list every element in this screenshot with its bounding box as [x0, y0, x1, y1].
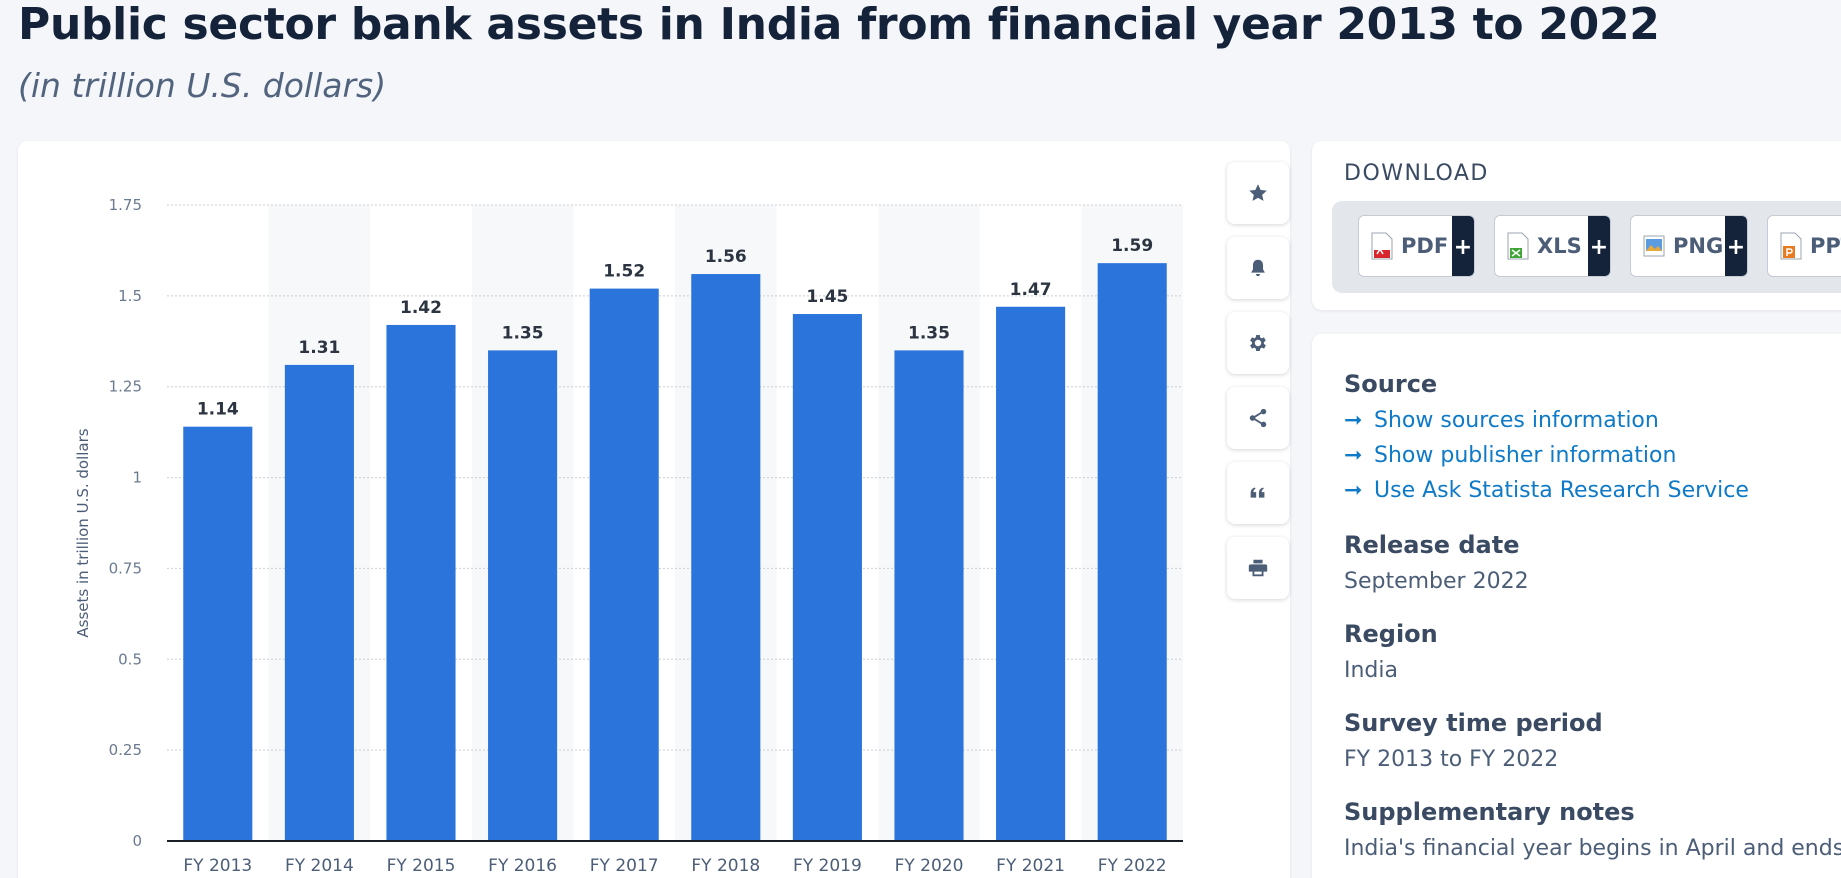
pdf-file-icon — [1371, 232, 1393, 260]
arrow-right-icon: ➞ — [1344, 443, 1363, 468]
download-pdf-label: PDF — [1401, 234, 1449, 258]
download-pdf-button[interactable]: PDF + — [1358, 215, 1475, 277]
download-png-button[interactable]: PNG + — [1630, 215, 1748, 277]
chart-card: 0 0.25 0.5 0.75 1 1.25 1.5 1.75 Assets in trilli… — [18, 141, 1290, 878]
bar — [284, 364, 354, 841]
bar-value-label: 1.56 — [705, 247, 747, 267]
cite-button[interactable] — [1227, 462, 1289, 524]
download-xls-plus: + — [1588, 216, 1610, 276]
print-icon — [1248, 559, 1268, 577]
download-png-label: PNG — [1673, 234, 1724, 258]
bar-value-label: 1.35 — [908, 323, 950, 343]
survey-period-heading: Survey time period — [1344, 709, 1603, 737]
bar-value-label: 1.52 — [603, 262, 645, 282]
bar-value-label: 1.14 — [197, 400, 239, 420]
ask-statista-label: Use Ask Statista Research Service — [1374, 478, 1749, 503]
download-ppt-label: PPT — [1810, 234, 1841, 258]
bar-value-label: 1.35 — [502, 323, 544, 343]
bar-chart: 0 0.25 0.5 0.75 1 1.25 1.5 1.75 Assets in trilli… — [74, 196, 1183, 876]
bar-value-label: 1.47 — [1010, 280, 1052, 300]
bar-value-label: 1.31 — [298, 338, 340, 358]
download-pdf-plus: + — [1452, 216, 1474, 276]
arrow-right-icon: ➞ — [1344, 408, 1363, 433]
bar — [589, 288, 659, 841]
ask-statista-link[interactable]: ➞ Use Ask Statista Research Service — [1344, 478, 1749, 503]
download-bar: PDF + XLS + PNG + PPT + — [1332, 201, 1841, 293]
png-file-icon — [1643, 235, 1665, 257]
x-tick-label: FY 2013 — [183, 856, 252, 876]
show-sources-label: Show sources information — [1374, 408, 1659, 433]
x-tick-label: FY 2018 — [691, 856, 760, 876]
bar-value-label: 1.42 — [400, 298, 442, 318]
y-tick-label: 1.75 — [109, 196, 142, 214]
xls-file-icon — [1507, 232, 1529, 260]
print-button[interactable] — [1227, 537, 1289, 599]
y-tick-label: 0 — [132, 832, 142, 850]
statistic-info-panel: Source ➞ Show sources information ➞ Show p… — [1312, 334, 1841, 878]
page-title: Public sector bank assets in India from … — [18, 0, 1660, 50]
bar-value-label: 1.45 — [806, 287, 848, 307]
bar — [386, 324, 456, 842]
download-xls-label: XLS — [1537, 234, 1582, 258]
share-button[interactable] — [1227, 387, 1289, 449]
bar — [183, 426, 253, 841]
x-tick-label: FY 2016 — [488, 856, 557, 876]
bar — [894, 350, 964, 841]
download-png-plus: + — [1725, 216, 1747, 276]
bar — [488, 350, 558, 841]
download-panel: DOWNLOAD PDF + XLS + PNG + PPT + — [1312, 141, 1841, 310]
y-tick-label: 1 — [132, 469, 142, 487]
download-ppt-button[interactable]: PPT + — [1767, 215, 1841, 277]
x-tick-label: FY 2015 — [387, 856, 456, 876]
quote-icon — [1250, 487, 1265, 498]
show-publisher-link[interactable]: ➞ Show publisher information — [1344, 443, 1676, 468]
y-tick-label: 1.25 — [109, 378, 142, 396]
release-date-heading: Release date — [1344, 531, 1520, 559]
release-date-value: September 2022 — [1344, 569, 1529, 594]
notification-button[interactable] — [1227, 237, 1289, 299]
show-publisher-label: Show publisher information — [1374, 443, 1677, 468]
bar — [1097, 263, 1167, 841]
survey-period-value: FY 2013 to FY 2022 — [1344, 747, 1559, 772]
supplementary-notes-value: India's financial year begins in April a… — [1344, 836, 1841, 861]
y-tick-label: 0.25 — [109, 741, 142, 759]
bar-value-label: 1.59 — [1111, 236, 1153, 256]
arrow-right-icon: ➞ — [1344, 478, 1363, 503]
region-heading: Region — [1344, 620, 1438, 648]
bar — [996, 306, 1066, 841]
region-value: India — [1344, 658, 1398, 683]
x-tick-label: FY 2017 — [590, 856, 659, 876]
x-tick-label: FY 2021 — [996, 856, 1065, 876]
x-tick-label: FY 2019 — [793, 856, 862, 876]
settings-button[interactable] — [1227, 312, 1289, 374]
y-tick-label: 0.75 — [109, 559, 142, 577]
gear-icon — [1250, 335, 1266, 351]
bar — [691, 274, 761, 842]
source-heading: Source — [1344, 370, 1438, 398]
ppt-file-icon — [1780, 232, 1802, 260]
x-tick-label: FY 2014 — [285, 856, 354, 876]
page-subtitle: (in trillion U.S. dollars) — [18, 66, 387, 105]
y-tick-label: 0.5 — [118, 650, 142, 668]
y-tick-label: 1.5 — [118, 287, 142, 305]
bell-icon — [1251, 259, 1265, 277]
x-tick-label: FY 2020 — [895, 856, 964, 876]
share-icon — [1249, 408, 1267, 428]
show-sources-link[interactable]: ➞ Show sources information — [1344, 408, 1659, 433]
bar — [792, 314, 862, 841]
download-xls-button[interactable]: XLS + — [1494, 215, 1611, 277]
download-title: DOWNLOAD — [1344, 161, 1489, 186]
bookmark-button[interactable] — [1227, 162, 1289, 224]
y-axis-label: Assets in trillion U.S. dollars — [74, 428, 92, 637]
star-icon — [1249, 184, 1267, 201]
supplementary-notes-heading: Supplementary notes — [1344, 798, 1635, 826]
x-tick-label: FY 2022 — [1098, 856, 1167, 876]
